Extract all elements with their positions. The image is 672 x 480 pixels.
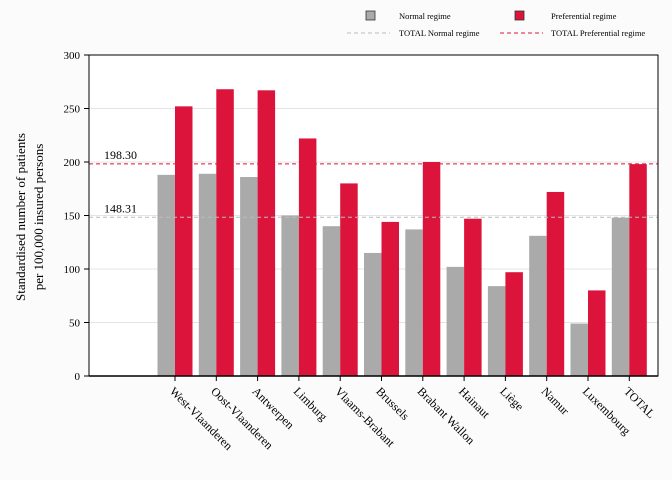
bar-preferential xyxy=(216,89,234,377)
y-tick-label: 0 xyxy=(75,371,81,383)
y-axis-title-line-1: Standardised number of patients xyxy=(13,133,28,301)
x-tick-label: Limburg xyxy=(291,384,330,423)
legend-label-total-normal: TOTAL Normal regime xyxy=(399,28,480,38)
bar-normal xyxy=(570,323,588,376)
x-tick-label: Namur xyxy=(539,384,572,417)
y-tick-label: 50 xyxy=(69,318,81,330)
legend: Normal regime Preferential regime TOTAL … xyxy=(347,10,645,38)
bar-preferential xyxy=(381,221,399,376)
y-tick-label: 300 xyxy=(64,50,81,62)
bar-preferential xyxy=(546,191,565,376)
reference-line-label: 148.31 xyxy=(104,201,137,215)
bar-preferential xyxy=(629,164,647,376)
x-tick-label: Brussels xyxy=(373,384,412,423)
bar-preferential xyxy=(257,90,276,376)
reference-line-label: 198.30 xyxy=(104,148,137,162)
bar-normal xyxy=(322,226,341,376)
y-tick-label: 150 xyxy=(64,211,81,223)
y-tick-label: 100 xyxy=(64,264,81,276)
bar-normal xyxy=(364,252,382,376)
bar-normal xyxy=(240,176,258,376)
x-tick-label: Liège xyxy=(497,384,526,413)
bar-normal xyxy=(529,235,547,376)
x-tick-label: Hainaut xyxy=(456,384,493,421)
plot-area: West-VlaanderenOost-VlaanderenAntwerpenL… xyxy=(64,50,659,453)
legend-swatch-preferential xyxy=(514,10,525,21)
legend-label-preferential: Preferential regime xyxy=(551,11,617,21)
x-tick-label: TOTAL xyxy=(621,384,658,421)
bar-preferential xyxy=(422,162,441,376)
bar-normal xyxy=(198,173,217,376)
bar-preferential xyxy=(588,290,606,376)
bar-normal xyxy=(446,266,465,376)
bar-normal xyxy=(281,215,299,376)
y-tick-label: 200 xyxy=(64,157,81,169)
bar-preferential xyxy=(175,106,193,377)
bar-normal xyxy=(611,217,630,376)
y-tick-label: 250 xyxy=(64,104,81,116)
bar-normal xyxy=(157,174,175,376)
y-axis-title-line-2: per 100,000 insured persons xyxy=(31,144,46,291)
legend-label-normal: Normal regime xyxy=(399,11,451,21)
bar-normal xyxy=(487,286,506,376)
bar-normal xyxy=(405,229,423,376)
bar-preferential xyxy=(464,218,482,376)
bar-preferential xyxy=(298,138,317,376)
legend-label-total-preferential: TOTAL Preferential regime xyxy=(551,28,645,38)
legend-swatch-normal xyxy=(365,10,376,21)
bar-preferential xyxy=(340,183,358,376)
bar-preferential xyxy=(505,272,523,376)
